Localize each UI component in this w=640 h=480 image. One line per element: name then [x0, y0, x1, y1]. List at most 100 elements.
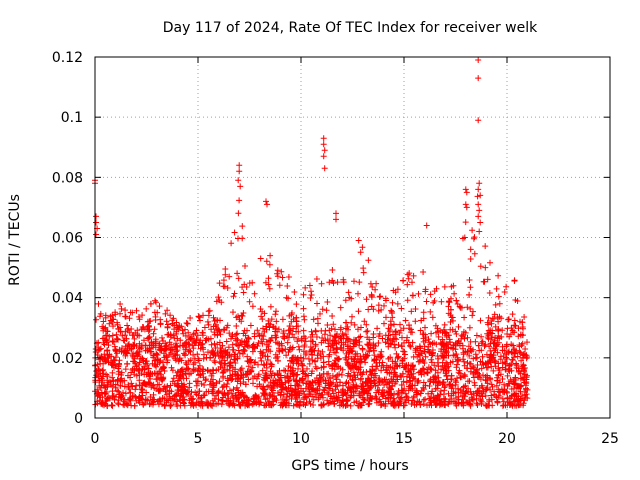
- data-point: [359, 371, 366, 378]
- data-point: [302, 393, 309, 400]
- data-point: [239, 223, 246, 230]
- data-point: [483, 385, 490, 392]
- data-point: [270, 401, 277, 408]
- data-point: [111, 343, 118, 350]
- data-point: [117, 301, 124, 307]
- data-point: [334, 331, 340, 337]
- data-point: [513, 397, 519, 404]
- data-point: [255, 398, 262, 405]
- data-point: [322, 384, 329, 391]
- data-point: [520, 366, 527, 373]
- data-point: [214, 325, 220, 332]
- data-point: [263, 346, 270, 353]
- data-point: [213, 379, 220, 386]
- data-point: [114, 336, 121, 342]
- data-point: [408, 308, 415, 315]
- data-point: [356, 392, 363, 399]
- data-point: [402, 351, 408, 358]
- data-point: [123, 335, 130, 342]
- data-point: [249, 348, 256, 355]
- data-point: [506, 362, 513, 369]
- data-point: [476, 228, 483, 235]
- data-point: [272, 328, 279, 335]
- data-point: [415, 290, 422, 297]
- data-point: [184, 320, 191, 327]
- data-point: [128, 326, 135, 332]
- data-point: [517, 395, 524, 402]
- data-point: [307, 295, 314, 301]
- data-point: [112, 354, 119, 361]
- data-point: [405, 339, 412, 346]
- data-point: [443, 373, 450, 380]
- data-point: [233, 385, 240, 391]
- data-point: [474, 354, 480, 361]
- data-point: [478, 365, 485, 372]
- data-point: [262, 279, 269, 286]
- data-point: [204, 367, 211, 374]
- data-point: [212, 359, 219, 366]
- data-point: [429, 349, 436, 356]
- data-point: [273, 308, 279, 315]
- data-point: [310, 316, 317, 323]
- data-point: [400, 277, 407, 284]
- data-point: [260, 390, 266, 396]
- data-point: [460, 351, 467, 358]
- data-point: [514, 353, 521, 360]
- data-point: [462, 201, 469, 208]
- data-point: [219, 342, 226, 349]
- data-point: [439, 336, 446, 343]
- data-point: [399, 370, 406, 377]
- data-point: [366, 348, 373, 355]
- data-point: [482, 341, 489, 348]
- data-point: [460, 356, 466, 363]
- data-point: [388, 400, 395, 407]
- data-point: [268, 361, 275, 368]
- data-point: [313, 276, 320, 282]
- data-point: [477, 376, 484, 383]
- data-point: [334, 346, 341, 353]
- data-point: [234, 355, 241, 362]
- data-point: [493, 285, 500, 292]
- data-point: [251, 333, 258, 340]
- data-point: [339, 382, 346, 389]
- data-point: [194, 351, 201, 358]
- data-point: [470, 396, 477, 403]
- data-point: [429, 388, 436, 395]
- data-point: [333, 210, 339, 217]
- data-point: [163, 391, 170, 398]
- data-point: [232, 335, 239, 342]
- data-point: [151, 309, 158, 316]
- data-point: [424, 366, 430, 373]
- data-point: [244, 327, 250, 334]
- data-point: [104, 373, 111, 380]
- data-point: [375, 302, 382, 309]
- data-point: [96, 377, 103, 384]
- data-point: [445, 363, 452, 370]
- data-point: [471, 374, 477, 381]
- data-point: [368, 303, 375, 310]
- data-point: [422, 286, 429, 293]
- data-point: [125, 381, 132, 388]
- data-point: [516, 348, 523, 355]
- data-point: [511, 317, 518, 324]
- data-point: [181, 396, 188, 403]
- data-point: [291, 334, 297, 341]
- data-point: [473, 400, 480, 407]
- data-point: [467, 368, 474, 375]
- data-point: [293, 391, 300, 398]
- data-point: [508, 361, 515, 367]
- data-point: [162, 310, 169, 317]
- data-point: [284, 339, 291, 346]
- data-point: [412, 345, 419, 352]
- data-point: [313, 334, 320, 340]
- data-point: [129, 352, 136, 359]
- data-point: [166, 339, 173, 346]
- data-point: [403, 393, 410, 400]
- data-point: [349, 313, 355, 320]
- data-point: [427, 341, 434, 348]
- data-point: [487, 375, 494, 382]
- data-point: [138, 386, 145, 393]
- data-point: [256, 381, 263, 388]
- data-point: [324, 397, 331, 404]
- data-point: [358, 383, 365, 390]
